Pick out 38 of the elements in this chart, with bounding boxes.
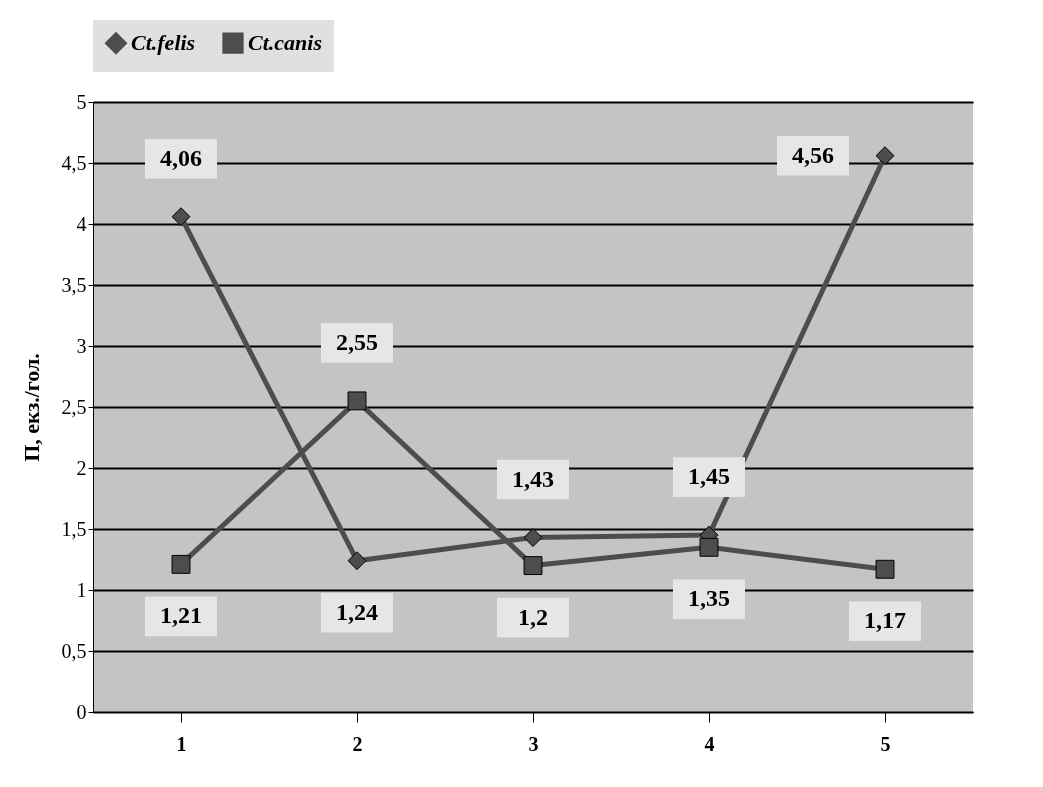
y-tick-label: 4 xyxy=(76,212,87,235)
data-label: 4,56 xyxy=(792,141,834,168)
point xyxy=(523,528,543,547)
y-tick-label: 5 xyxy=(76,90,87,113)
data-label: 1,21 xyxy=(160,602,202,629)
data-label: 1,2 xyxy=(518,603,548,630)
y-tick-label: 1 xyxy=(76,578,87,601)
point xyxy=(523,556,543,576)
y-axis-title: П, екз./гол. xyxy=(18,353,44,462)
data-label: 1,17 xyxy=(864,607,906,634)
point xyxy=(171,207,191,227)
point xyxy=(347,551,367,571)
x-tick-label: 2 xyxy=(352,732,363,755)
x-tick-label: 3 xyxy=(528,732,539,755)
point xyxy=(699,537,719,557)
data-label: 4,06 xyxy=(160,144,202,171)
data-label: 1,35 xyxy=(688,585,730,612)
data-label: 1,45 xyxy=(688,463,730,490)
y-tick-label: 2,5 xyxy=(61,395,87,418)
y-tick-label: 0,5 xyxy=(61,639,87,662)
y-tick-label: 1,5 xyxy=(61,517,87,540)
legend-label: Ct.felis xyxy=(131,30,196,56)
point xyxy=(347,391,367,411)
y-tick-label: 3,5 xyxy=(61,273,87,296)
y-tick-label: 2 xyxy=(76,456,87,479)
point xyxy=(171,554,191,574)
point xyxy=(875,146,895,166)
legend-label: Ct.canis xyxy=(248,30,322,56)
x-tick-label: 5 xyxy=(880,732,891,755)
y-tick-label: 3 xyxy=(76,334,87,357)
data-label: 1,24 xyxy=(336,598,378,625)
y-tick-label: 4,5 xyxy=(61,151,87,174)
x-tick-label: 4 xyxy=(704,732,715,755)
y-tick-label: 0 xyxy=(76,700,87,723)
data-label: 2,55 xyxy=(336,328,378,355)
data-label: 1,43 xyxy=(512,465,554,492)
point xyxy=(875,559,895,579)
x-tick-label: 1 xyxy=(176,732,187,755)
